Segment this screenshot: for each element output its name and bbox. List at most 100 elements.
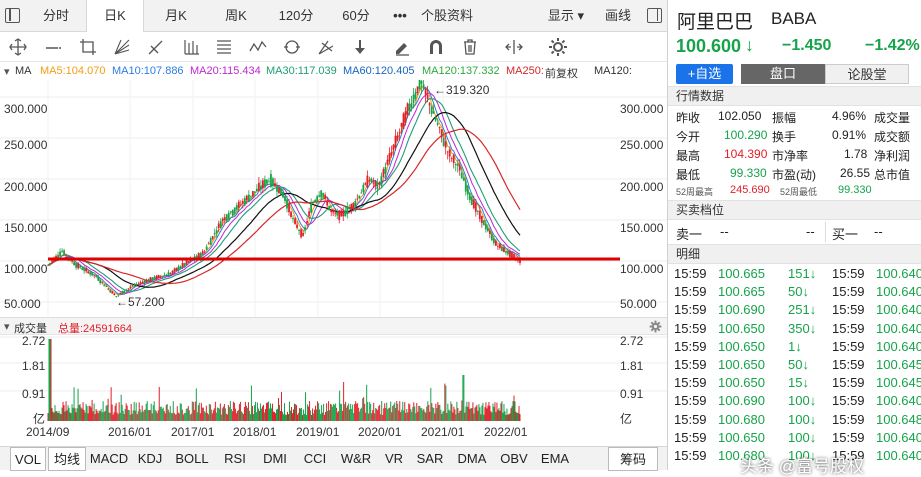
volume-bar	[393, 404, 395, 421]
channel-icon[interactable]	[182, 37, 202, 57]
tab-company-info[interactable]: 个股资料	[420, 8, 473, 23]
arrow-down-icon[interactable]	[350, 37, 370, 57]
volume-bar	[471, 408, 473, 421]
tab-60min[interactable]: 60分	[342, 8, 370, 23]
ma-dropdown-icon[interactable]: ▾	[4, 66, 10, 78]
ind-vol[interactable]: VOL	[10, 447, 46, 471]
ind-vr[interactable]: VR	[384, 451, 404, 466]
candle-body	[59, 251, 61, 256]
candle-body	[137, 283, 140, 285]
tab-day-k[interactable]: 日K	[86, 0, 144, 32]
ind-dmi[interactable]: DMI	[263, 451, 287, 466]
candle-body	[151, 277, 154, 281]
volume-axis-label-right: 0.91	[620, 387, 644, 401]
price-down-arrow-icon: ↓	[745, 35, 754, 55]
ind-kdj[interactable]: KDJ	[137, 451, 163, 466]
sidebar-toggle-icon[interactable]	[647, 8, 662, 23]
ma250-value: MA250:	[506, 65, 544, 77]
ind-dma[interactable]: DMA	[457, 451, 487, 466]
candle-body	[370, 178, 373, 183]
candle-body	[286, 199, 288, 209]
fib-icon[interactable]	[214, 37, 234, 57]
ind-wr[interactable]: W&R	[340, 451, 372, 466]
trade-price: 100.680	[718, 411, 765, 427]
volume-bar	[216, 407, 218, 421]
candle-body	[247, 194, 250, 202]
tab-lungutang[interactable]: 论股堂	[825, 64, 909, 84]
ind-cci[interactable]: CCI	[303, 451, 327, 466]
wave-icon[interactable]	[248, 37, 268, 57]
add-watchlist-button[interactable]: +自选	[676, 64, 733, 84]
volume-bar	[213, 408, 215, 421]
tab-120min[interactable]: 120分	[278, 8, 314, 23]
volume-bar	[151, 413, 153, 421]
cycle-icon[interactable]	[282, 37, 302, 57]
volume-bar	[107, 398, 109, 421]
ind-ema[interactable]: EMA	[540, 451, 570, 466]
pitchfork-icon[interactable]	[146, 37, 166, 57]
candle-body	[235, 205, 238, 210]
high-annotation: ←319.320	[434, 83, 490, 97]
volume-bar	[483, 414, 485, 421]
volume-bar	[108, 412, 110, 421]
candle-body	[71, 260, 74, 262]
volume-bar	[304, 413, 306, 421]
gann-icon[interactable]	[316, 37, 336, 57]
volume-bar	[70, 413, 72, 421]
adjust-mode-label[interactable]: 前复权	[545, 68, 578, 80]
volume-bar	[56, 411, 58, 421]
volume-bar	[359, 411, 361, 421]
candle-body	[131, 285, 134, 287]
tab-fenshi[interactable]: 分时	[42, 8, 69, 23]
candlestick-chart[interactable]	[0, 80, 667, 317]
volume-bar	[344, 404, 346, 421]
volume-chart[interactable]	[0, 335, 667, 422]
volume-bar	[217, 408, 219, 421]
volume-settings-icon[interactable]	[649, 320, 662, 333]
tab-month-k[interactable]: 月K	[165, 8, 187, 23]
ind-ma[interactable]: 均线	[48, 447, 86, 471]
price-axis-label: 200.000	[4, 180, 48, 194]
candle-body	[326, 201, 329, 206]
ind-obv[interactable]: OBV	[500, 451, 528, 466]
volume-bar	[467, 406, 469, 421]
magnet-icon[interactable]	[426, 37, 446, 57]
crosshair-icon[interactable]	[8, 37, 28, 57]
more-tabs-button[interactable]: •••	[393, 8, 407, 23]
fan-icon[interactable]	[112, 37, 132, 57]
panel-toggle-icon[interactable]	[5, 8, 20, 23]
date-label: 2022/01	[484, 425, 528, 439]
line-icon[interactable]	[44, 37, 64, 57]
ind-rsi[interactable]: RSI	[224, 451, 246, 466]
drawing-tools-button[interactable]: 画线	[604, 8, 631, 23]
volume-bar	[422, 410, 424, 421]
trash-icon[interactable]	[460, 37, 480, 57]
ind-chips[interactable]: 筹码	[608, 447, 658, 471]
volume-bar	[453, 406, 455, 421]
candle-body	[509, 250, 511, 258]
volume-bar	[271, 403, 273, 421]
ind-macd[interactable]: MACD	[89, 451, 129, 466]
ray-icon[interactable]	[78, 37, 98, 57]
display-dropdown[interactable]: 显示 ▾	[547, 8, 585, 23]
volume-bar	[435, 403, 437, 421]
stat-label: 今开	[676, 130, 701, 144]
volume-bar	[180, 403, 182, 421]
settings-icon[interactable]	[548, 37, 568, 57]
ind-sar[interactable]: SAR	[416, 451, 444, 466]
volume-bar	[299, 408, 301, 421]
eraser-icon[interactable]	[392, 37, 412, 57]
volume-bar	[61, 407, 63, 421]
volume-bar	[369, 402, 371, 421]
volume-bar	[328, 401, 330, 421]
candle-body	[434, 117, 437, 121]
volume-bar	[82, 402, 84, 421]
candle-body	[225, 214, 228, 222]
volume-bar	[246, 407, 248, 421]
ind-boll[interactable]: BOLL	[175, 451, 209, 466]
tab-week-k[interactable]: 周K	[225, 8, 247, 23]
volume-bar	[491, 412, 493, 421]
tab-pankou[interactable]: 盘口	[741, 64, 825, 84]
split-icon[interactable]	[504, 37, 524, 57]
volume-dropdown-icon[interactable]: ▾	[4, 321, 10, 333]
